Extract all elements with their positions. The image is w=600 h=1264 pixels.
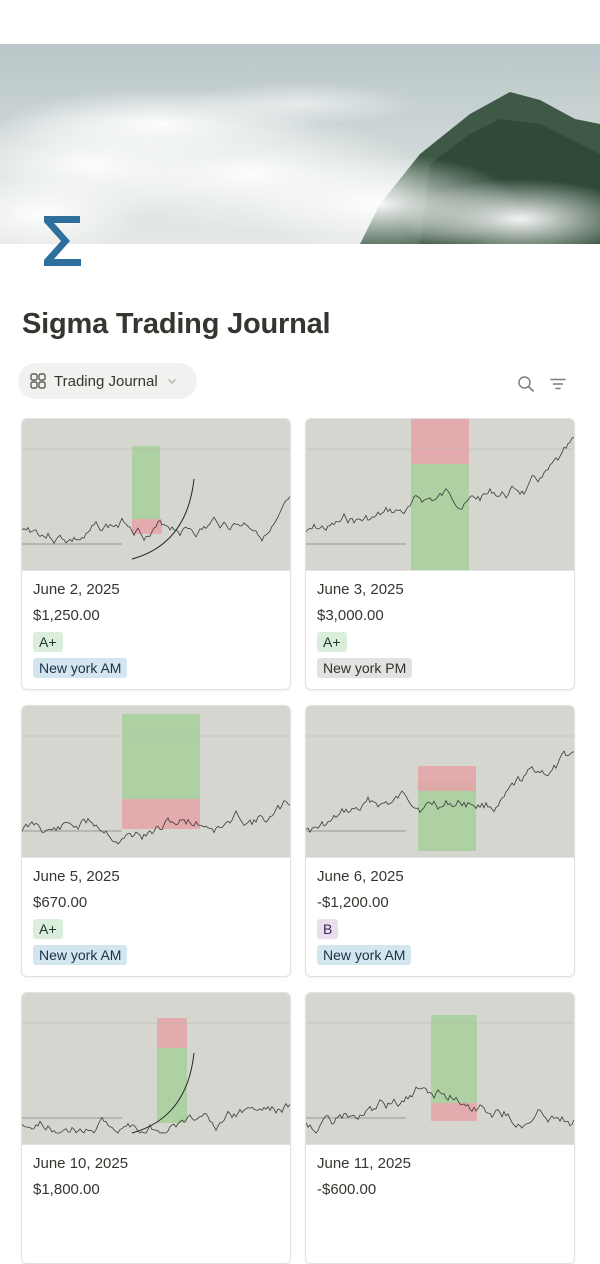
view-tab-label: Trading Journal <box>54 372 158 390</box>
card-grade-tag: A+ <box>33 632 63 652</box>
card-date: June 6, 2025 <box>317 868 404 885</box>
gallery-card[interactable]: June 10, 2025 $1,800.00 <box>21 992 291 1264</box>
gallery-card[interactable]: June 5, 2025 $670.00 A+ New york AM <box>21 705 291 977</box>
card-pnl: $3,000.00 <box>317 607 384 624</box>
card-chart-thumbnail <box>22 419 290 571</box>
card-session-tag: New york AM <box>317 945 412 965</box>
card-pnl: -$600.00 <box>317 1181 377 1198</box>
card-session-tag: New york AM <box>33 945 128 965</box>
card-chart-thumbnail <box>22 706 290 858</box>
filter-icon[interactable] <box>548 374 568 394</box>
view-tab-trading-journal[interactable]: Trading Journal <box>18 363 197 399</box>
gallery-card[interactable]: June 3, 2025 $3,000.00 A+ New york PM <box>305 418 575 690</box>
card-date: June 10, 2025 <box>33 1155 129 1172</box>
card-date: June 11, 2025 <box>317 1155 411 1172</box>
page-title: Sigma Trading Journal <box>22 308 331 340</box>
gallery-card[interactable]: June 2, 2025 $1,250.00 A+ New york AM <box>21 418 291 690</box>
top-bar <box>0 0 600 44</box>
cover-image[interactable] <box>0 44 600 244</box>
card-pnl: -$1,200.00 <box>317 894 389 911</box>
card-pnl: $670.00 <box>33 894 88 911</box>
card-chart-thumbnail <box>306 419 574 571</box>
chevron-down-icon <box>166 375 178 387</box>
card-grade-tag: A+ <box>317 632 347 652</box>
card-grade-tag: B <box>317 919 339 939</box>
card-session-tag: New york AM <box>33 658 128 678</box>
sigma-icon[interactable] <box>38 208 90 274</box>
card-grade-tag: A+ <box>33 919 63 939</box>
card-pnl: $1,250.00 <box>33 607 100 624</box>
gallery-icon <box>30 373 46 389</box>
card-chart-thumbnail <box>306 706 574 858</box>
gallery-card[interactable]: June 6, 2025 -$1,200.00 B New york AM <box>305 705 575 977</box>
card-pnl: $1,800.00 <box>33 1181 100 1198</box>
card-session-tag: New york PM <box>317 658 413 678</box>
card-date: June 3, 2025 <box>317 581 404 598</box>
card-chart-thumbnail <box>22 993 290 1145</box>
cloud-mountain-cover-image <box>0 44 600 244</box>
card-date: June 2, 2025 <box>33 581 120 598</box>
card-chart-thumbnail <box>306 993 574 1145</box>
gallery-card[interactable]: June 11, 2025 -$600.00 <box>305 992 575 1264</box>
card-date: June 5, 2025 <box>33 868 120 885</box>
search-icon[interactable] <box>516 374 536 394</box>
